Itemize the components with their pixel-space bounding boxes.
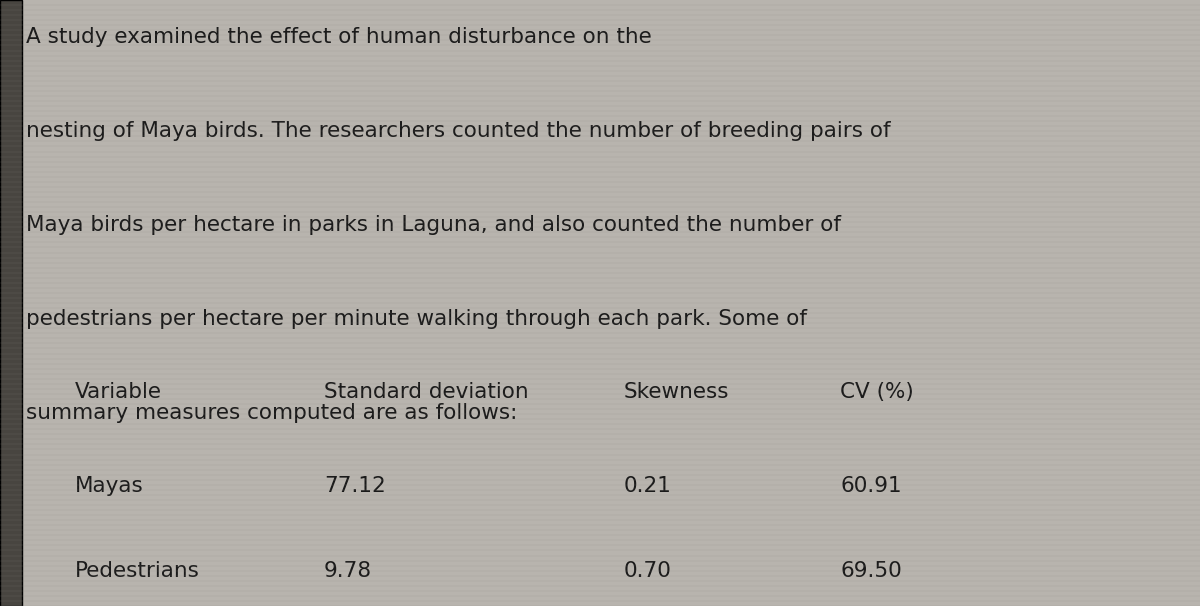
Text: pedestrians per hectare per minute walking through each park. Some of: pedestrians per hectare per minute walki… [26,309,808,329]
Text: nesting of Maya birds. The researchers counted the number of breeding pairs of: nesting of Maya birds. The researchers c… [26,121,892,141]
Text: 69.50: 69.50 [840,561,901,581]
Text: 9.78: 9.78 [324,561,372,581]
FancyBboxPatch shape [0,0,22,606]
Text: A study examined the effect of human disturbance on the: A study examined the effect of human dis… [26,27,652,47]
Text: 0.21: 0.21 [624,476,672,496]
Text: 0.70: 0.70 [624,561,672,581]
Text: Pedestrians: Pedestrians [74,561,199,581]
Text: Variable: Variable [74,382,161,402]
Text: Maya birds per hectare in parks in Laguna, and also counted the number of: Maya birds per hectare in parks in Lagun… [26,215,841,235]
Text: 60.91: 60.91 [840,476,901,496]
Text: summary measures computed are as follows:: summary measures computed are as follows… [26,403,517,423]
Text: Skewness: Skewness [624,382,730,402]
Text: Standard deviation: Standard deviation [324,382,529,402]
Text: CV (%): CV (%) [840,382,913,402]
Text: Mayas: Mayas [74,476,143,496]
Text: 77.12: 77.12 [324,476,385,496]
